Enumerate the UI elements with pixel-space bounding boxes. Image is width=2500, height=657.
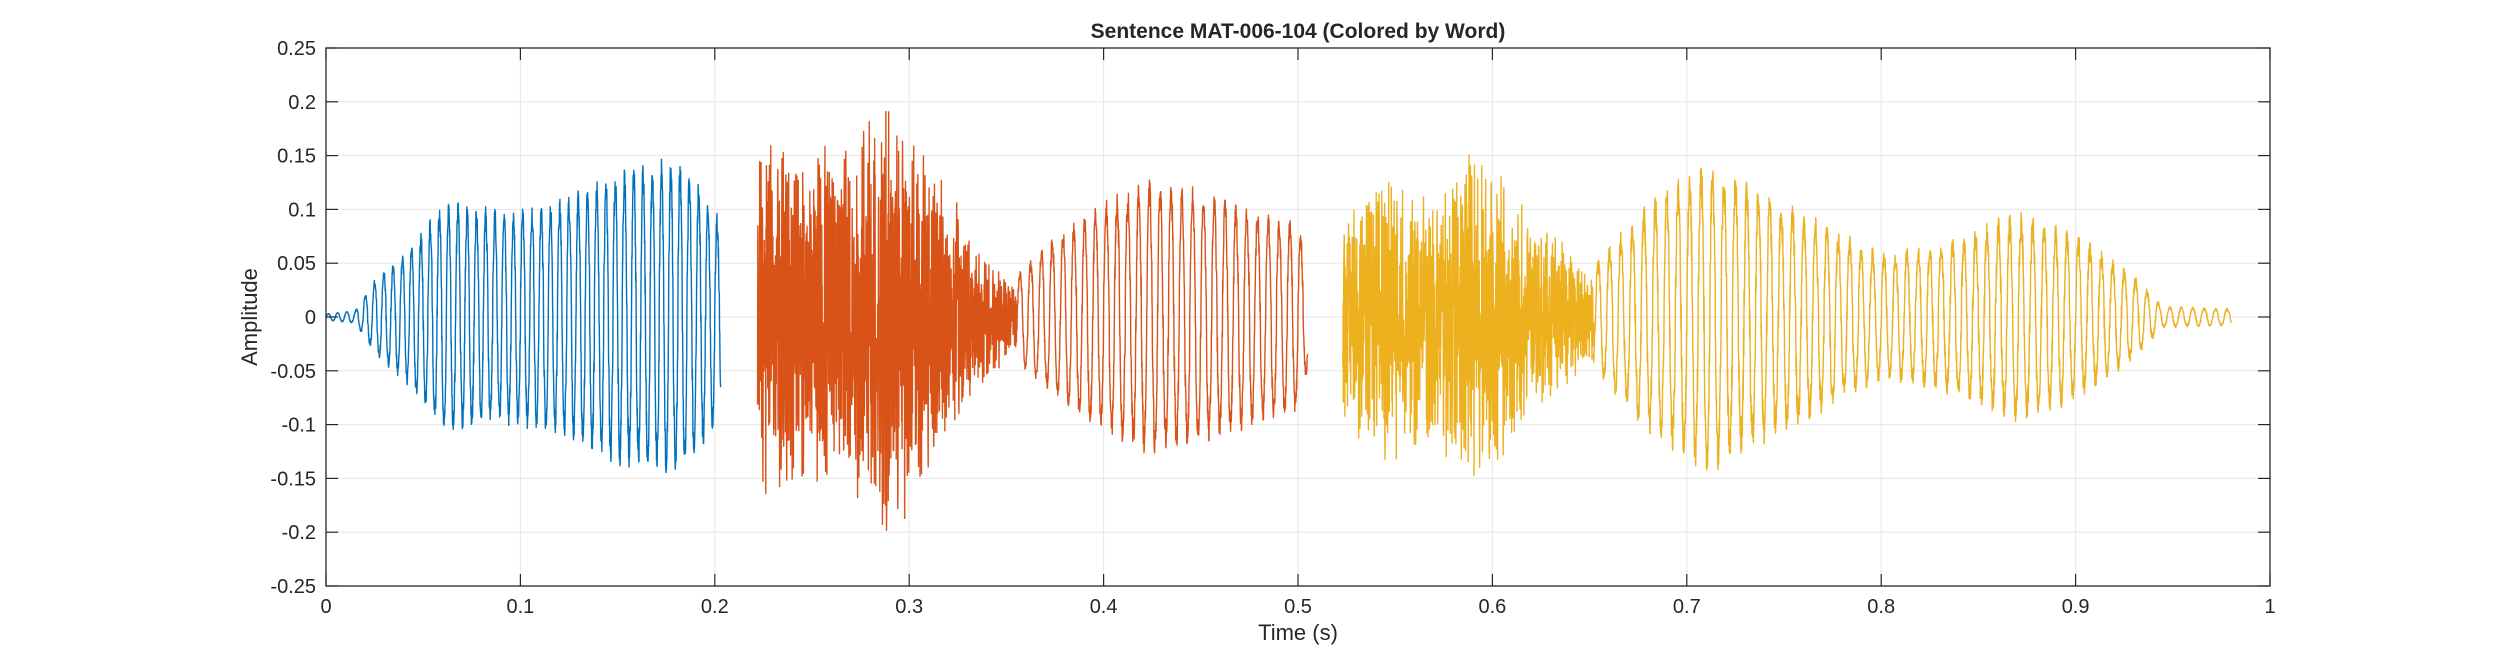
y-tick-label: -0.25 (270, 576, 316, 598)
waveform-line (1342, 154, 2232, 477)
y-axis-ticks: 0.25 0.2 0.15 0.1 0.05 0 -0.05 -0.1 -0.15 -0.2 -0.… (270, 38, 2270, 598)
x-tick-label: 0.8 (1867, 596, 1895, 618)
y-tick-label: -0.15 (270, 468, 316, 490)
y-tick-label: 0.1 (288, 199, 316, 221)
x-tick-label: 0.9 (2062, 596, 2090, 618)
x-tick-label: 0.4 (1090, 596, 1118, 618)
chart-title: Sentence MAT-006-104 (Colored by Word) (1091, 20, 1506, 43)
x-axis-label: Time (s) (1258, 620, 1338, 645)
x-tick-label: 0.7 (1673, 596, 1701, 618)
y-tick-label: -0.1 (282, 415, 316, 437)
x-tick-label: 0 (320, 596, 331, 618)
y-tick-label: -0.05 (270, 361, 316, 383)
x-tick-label: 0.6 (1478, 596, 1506, 618)
x-tick-label: 0.2 (701, 596, 729, 618)
x-tick-label: 0.1 (506, 596, 534, 618)
waveform-line (756, 110, 1309, 531)
x-tick-label: 1 (2264, 596, 2275, 618)
y-tick-label: 0.15 (277, 146, 316, 168)
y-tick-label: 0.2 (288, 92, 316, 114)
y-tick-label: 0.25 (277, 38, 316, 60)
x-tick-label: 0.3 (895, 596, 923, 618)
x-tick-label: 0.5 (1284, 596, 1312, 618)
y-tick-label: 0 (305, 307, 316, 329)
waveform-series (325, 110, 2232, 531)
y-tick-label: 0.05 (277, 253, 316, 275)
y-axis-label: Amplitude (237, 268, 262, 366)
x-axis-ticks: 0 0.1 0.2 0.3 0.4 0.5 0.6 0.7 0.8 0.9 1 (320, 48, 2276, 618)
y-tick-label: -0.2 (282, 522, 316, 544)
waveform-line (325, 158, 722, 474)
